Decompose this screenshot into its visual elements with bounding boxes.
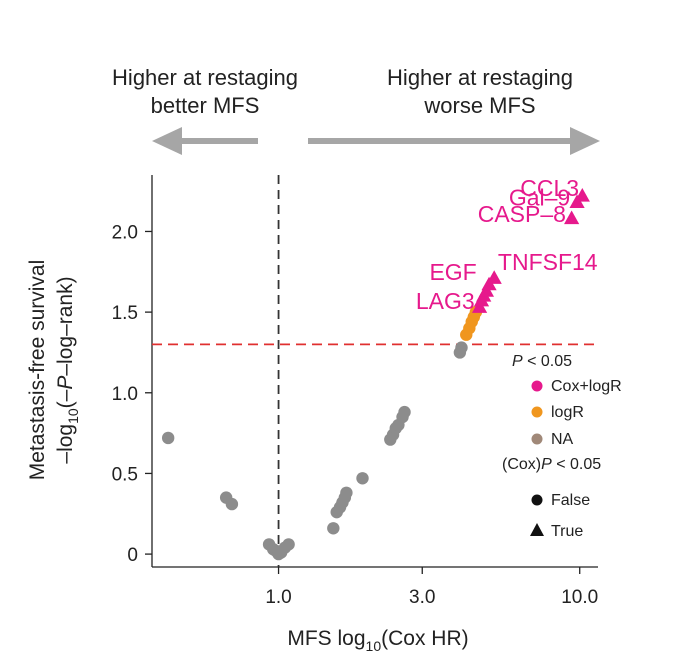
y-axis-title-line2-pre: –log	[54, 424, 77, 464]
data-point-circle	[455, 341, 468, 354]
y-tick-label: 2.0	[112, 222, 138, 243]
y-axis-title-line1: Metastasis-free survival	[26, 260, 49, 481]
direction-label-right-line1: Higher at restaging	[387, 65, 573, 90]
gene-label: LAG3	[416, 288, 475, 314]
y-axis-title-line2-sub: 10	[65, 408, 81, 424]
legend-title-italic: P	[512, 353, 523, 370]
y-tick-label: 1.0	[112, 384, 138, 405]
legend-shape-title: (Cox)P < 0.05	[502, 456, 601, 473]
direction-label-left-line1: Higher at restaging	[112, 65, 298, 90]
y-ticks: 0 0.5 1.0 1.5 2.0	[112, 222, 152, 566]
y-tick-label: 0	[127, 545, 138, 566]
direction-label-right: Higher at restaging worse MFS	[344, 64, 616, 120]
data-point-circle	[340, 486, 353, 499]
legend-shape-title-italic: P	[541, 456, 552, 473]
direction-label-left: Higher at restaging better MFS	[70, 64, 340, 120]
gene-label: CCL3	[520, 175, 579, 201]
data-point-circle	[356, 472, 369, 485]
legend-shape-title-post: < 0.05	[552, 456, 601, 473]
left-arrow-head	[152, 127, 182, 155]
x-tick-label: 1.0	[265, 587, 291, 608]
legend-shape-title-pre: (Cox)	[502, 456, 541, 473]
data-point-circle	[282, 538, 295, 551]
y-axis-title: Metastasis-free survival –log10(–P–log–r…	[26, 260, 81, 481]
legend-title: P < 0.05	[512, 353, 572, 370]
data-point-circle	[327, 522, 340, 535]
y-axis-title-line2: –log10(–P–log–rank)	[54, 276, 81, 463]
legend-item-logr: logR	[551, 404, 584, 421]
data-point-circle	[161, 431, 175, 445]
y-axis-title-line2-post: –log–rank)	[54, 276, 77, 375]
x-axis-title-sub: 10	[366, 638, 382, 654]
data-point-triangle	[574, 187, 590, 202]
y-tick-label: 1.5	[112, 303, 138, 324]
data-point-circle	[225, 497, 239, 511]
legend-marker-logr	[531, 406, 543, 418]
x-tick-label: 3.0	[409, 587, 435, 608]
legend-item-false: False	[551, 492, 590, 509]
legend-marker-true	[530, 523, 544, 536]
legend-marker-na	[531, 433, 543, 445]
x-tick-label: 10.0	[561, 587, 598, 608]
y-tick-label: 0.5	[112, 464, 138, 485]
gene-label: TNFSF14	[498, 249, 598, 275]
y-axis-title-line2-italic: P	[54, 376, 77, 390]
x-axis-title-tail: (Cox HR)	[381, 627, 469, 650]
legend-item-na: NA	[551, 431, 574, 448]
gene-label: Gal–9	[509, 185, 570, 211]
direction-label-right-line2: worse MFS	[424, 93, 536, 118]
legend-title-rest: < 0.05	[523, 353, 572, 370]
x-axis-title: MFS log10(Cox HR)	[287, 627, 468, 654]
data-point-triangle	[486, 270, 502, 284]
y-axis-title-line2-mid: (–	[54, 389, 77, 408]
x-ticks: 1.0 3.0 10.0	[265, 567, 598, 608]
right-arrow-head	[570, 127, 600, 155]
gene-label: EGF	[429, 259, 476, 285]
legend-marker-false	[531, 494, 543, 506]
gene-label: CASP–8	[478, 201, 566, 227]
legend: P < 0.05 Cox+logR logR NA (Cox)P < 0.05 …	[502, 353, 622, 540]
data-point-circle	[398, 405, 411, 419]
legend-item-true: True	[551, 523, 583, 540]
data-point-triangle	[564, 210, 580, 225]
direction-arrows	[152, 127, 600, 155]
direction-label-left-line2: better MFS	[150, 93, 260, 118]
x-axis-title-main: MFS log	[287, 627, 365, 650]
data-points	[161, 187, 590, 561]
legend-marker-cox-logr	[531, 380, 543, 392]
legend-item-cox-logr: Cox+logR	[551, 378, 622, 395]
